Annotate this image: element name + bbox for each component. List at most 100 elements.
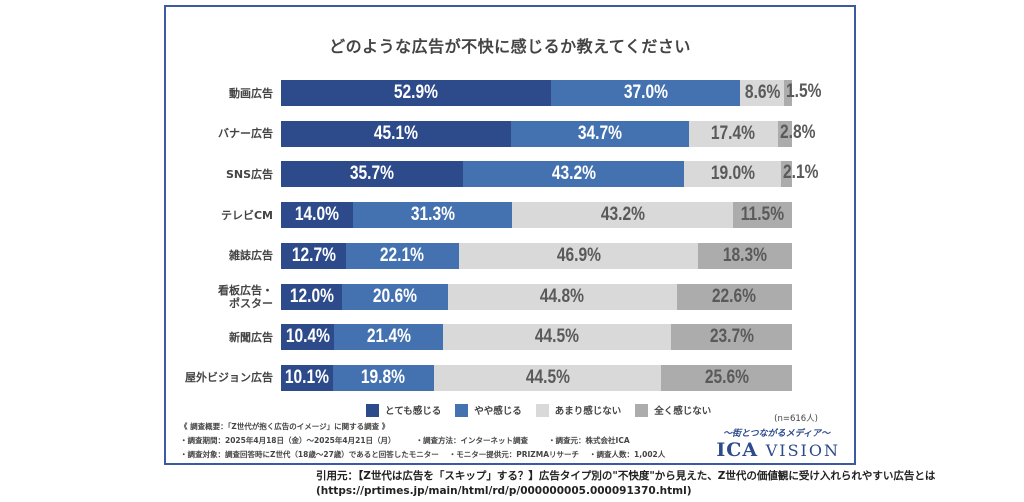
bar-segment-not-much: 8.6%	[740, 80, 785, 106]
data-label: 8.6%	[744, 82, 781, 103]
bar-segment-not-much: 44.8%	[447, 283, 677, 310]
data-label: 35.7%	[350, 163, 395, 185]
category-label: 屋外ビジョン広告	[185, 371, 273, 385]
data-label: 10.4%	[285, 326, 330, 348]
survey-heading: 《 調査概要：「Z世代が抱く広告のイメージ」に関する調査 》	[180, 422, 390, 431]
legend-item-somewhat: やや感じる	[455, 403, 522, 417]
bar-segment-very: 12.0%	[281, 283, 343, 310]
data-label: 44.5%	[535, 326, 580, 348]
bar-segment-not-much: 19.0%	[684, 161, 782, 188]
bar-segment-very: 35.7%	[281, 161, 464, 188]
legend-swatch	[635, 403, 649, 417]
brand-logo: ICA VISION	[716, 439, 840, 461]
data-label: 44.8%	[539, 285, 585, 307]
bar-segment-not-at-all	[781, 161, 792, 188]
brand-name-bold: ICA	[716, 439, 759, 461]
bar-segment-very: 12.7%	[281, 242, 346, 269]
data-label: 10.1%	[284, 366, 329, 388]
legend-label: とても感じる	[385, 406, 442, 417]
data-label: 1.5%	[786, 81, 822, 102]
survey-line-2: ・調査対象：調査回答時にZ世代（18歳～27歳）であると回答したモニター ・モニタ…	[180, 448, 665, 462]
data-label: 46.9%	[556, 244, 601, 266]
category-label: 動画広告	[229, 86, 273, 100]
data-label: 2.1%	[783, 162, 819, 184]
bar-segment-somewhat: 43.2%	[463, 161, 685, 188]
survey-method: ・調査方法：インターネット調査	[415, 436, 529, 445]
survey-respondents: ・調査人数：1,002人	[589, 450, 666, 459]
data-label: 18.3%	[723, 244, 768, 266]
data-label: 45.1%	[374, 122, 419, 144]
brand-tagline: ～街とつながるメディア～	[722, 429, 830, 439]
data-label: 22.1%	[380, 244, 425, 266]
legend-item-very: とても感じる	[366, 403, 441, 417]
data-label: 23.7%	[709, 326, 754, 348]
survey-provider: ・モニター提供元：PRIZMAリサーチ	[448, 450, 580, 459]
legend-label: 全く感じない	[654, 406, 712, 417]
data-label: 12.7%	[291, 244, 336, 266]
brand-name-rest: VISION	[765, 441, 840, 460]
bar-segment-somewhat: 22.1%	[345, 242, 459, 269]
data-label: 43.2%	[551, 163, 596, 185]
survey-organizer: ・調査元：株式会社ICA	[548, 436, 630, 445]
legend-swatch	[455, 403, 469, 417]
legend-item-not-at-all: 全く感じない	[635, 403, 711, 417]
category-label: バナー広告	[218, 127, 273, 141]
bar-segment-very: 45.1%	[281, 120, 512, 147]
bar-segment-not-at-all: 18.3%	[698, 242, 792, 269]
data-label: 44.5%	[525, 366, 570, 388]
data-label: 2.8%	[779, 121, 816, 143]
bar-segment-not-at-all: 11.5%	[733, 202, 792, 229]
category-label: SNS広告	[225, 167, 273, 181]
survey-line-1: ・調査期間：2025年4月18日（金）～2025年4月21日（月） ・調査方法：イ…	[180, 434, 665, 448]
data-label: 37.0%	[623, 82, 668, 103]
sample-size-note: (n=616人)	[774, 414, 818, 424]
data-label: 31.3%	[410, 204, 455, 226]
data-label: 20.6%	[372, 285, 418, 307]
data-label: 22.6%	[712, 285, 757, 307]
survey-period: ・調査期間：2025年4月18日（金）～2025年4月21日（月）	[180, 436, 396, 445]
bar-segment-very: 14.0%	[281, 202, 353, 229]
data-label: 14.0%	[294, 204, 339, 226]
bar-segment-not-at-all	[784, 80, 792, 106]
bar-segment-somewhat: 31.3%	[352, 202, 513, 229]
bar-segment-somewhat: 34.7%	[511, 120, 689, 147]
data-label: 19.0%	[710, 163, 755, 185]
data-label: 21.4%	[366, 326, 411, 348]
bar-segment-not-at-all	[777, 120, 792, 147]
category-label: テレビCM	[220, 208, 273, 222]
legend-label: やや感じる	[474, 406, 522, 417]
chart-frame: どのような広告が不快に感じるか教えてください 動画広告 52.9% 37.0% 8.6…	[164, 5, 856, 465]
citation: 引用元：【Z世代は広告を「スキップ」する？】広告タイプ別の"不快度"から見えた、…	[316, 469, 935, 499]
bar-segment-very: 52.9%	[281, 80, 552, 106]
category-label: 新聞広告	[229, 330, 273, 344]
bar-segment-not-much: 17.4%	[688, 120, 778, 147]
data-label: 25.6%	[704, 366, 749, 388]
bar-segment-not-much: 44.5%	[433, 364, 662, 391]
bar-segment-somewhat: 21.4%	[334, 324, 444, 351]
bar-segment-very: 10.1%	[281, 364, 333, 391]
bar-segment-not-much: 44.5%	[443, 324, 671, 351]
bar-segment-not-at-all: 25.6%	[661, 364, 792, 391]
data-label: 43.2%	[600, 204, 645, 226]
bar-segment-not-at-all: 22.6%	[676, 283, 792, 310]
legend-label: あまり感じない	[554, 406, 622, 417]
category-label: 雑誌広告	[229, 249, 273, 263]
data-label: 52.9%	[394, 82, 439, 103]
category-label: 看板広告・ ポスター	[218, 283, 273, 310]
bar-segment-very: 10.4%	[281, 324, 335, 351]
survey-target: ・調査対象：調査回答時にZ世代（18歳～27歳）であると回答したモニター	[180, 450, 439, 459]
legend-item-not-much: あまり感じない	[535, 403, 622, 417]
bar-segment-somewhat: 19.8%	[332, 364, 434, 391]
bar-segment-not-much: 43.2%	[512, 202, 734, 229]
bar-segment-not-much: 46.9%	[458, 242, 699, 269]
legend-swatch	[366, 403, 379, 417]
data-label: 12.0%	[289, 285, 334, 307]
legend-swatch	[535, 403, 549, 417]
bar-segment-somewhat: 37.0%	[551, 80, 741, 106]
bar-segment-somewhat: 20.6%	[342, 283, 448, 310]
chart-title: どのような広告が不快に感じるか教えてください	[329, 37, 691, 56]
citation-url[interactable]: (https://prtimes.jp/main/html/rd/p/00000…	[316, 485, 692, 497]
survey-overview: 《 調査概要：「Z世代が抱く広告のイメージ」に関する調査 》 ・調査期間：202…	[180, 420, 665, 462]
citation-title: 引用元：【Z世代は広告を「スキップ」する？】広告タイプ別の"不快度"から見えた、…	[316, 470, 936, 482]
data-label: 11.5%	[740, 204, 785, 226]
